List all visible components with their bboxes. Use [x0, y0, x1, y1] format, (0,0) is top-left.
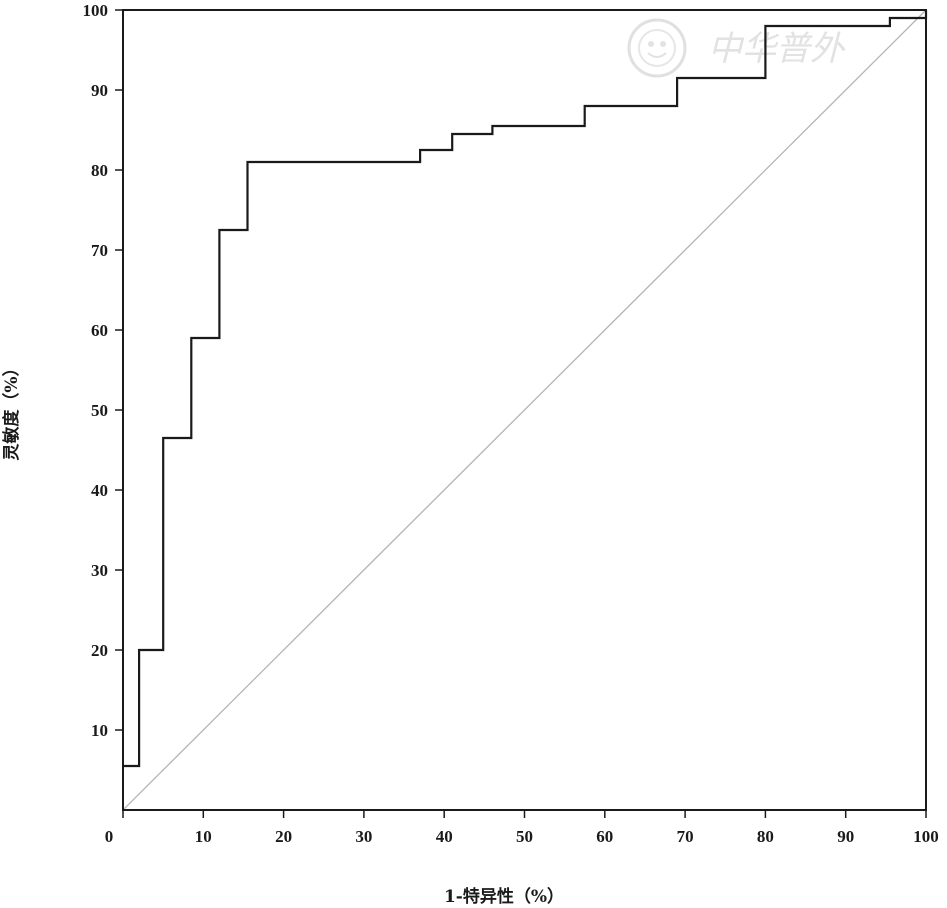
- y-tick-label: 60: [91, 321, 108, 340]
- x-tick-label: 40: [436, 827, 453, 846]
- y-tick-label: 70: [91, 241, 108, 260]
- series-layer: [123, 10, 928, 768]
- x-tick-label: 30: [355, 827, 372, 846]
- y-tick-label: 40: [91, 481, 108, 500]
- y-tick-label: 50: [91, 401, 108, 420]
- x-tick-label: 10: [195, 827, 212, 846]
- x-tick-label: 70: [677, 827, 694, 846]
- watermark: 中华普外: [627, 18, 846, 78]
- x-tick-label: 20: [275, 827, 292, 846]
- reference-line: [122, 9, 927, 811]
- x-tick-label: 80: [757, 827, 774, 846]
- y-tick-label: 90: [91, 81, 108, 100]
- watermark-text: 中华普外: [708, 29, 846, 69]
- y-axis-title: 灵敏度（%）: [1, 359, 22, 460]
- y-tick-label: 30: [91, 561, 108, 580]
- x-tick-label: 90: [837, 827, 854, 846]
- tick-layer: 0 10 20 30 40 50 60 70 80 90 100 10 20 30 40 50 60 70 80 90…: [83, 1, 939, 846]
- y-tick-label: 100: [83, 1, 109, 20]
- y-tick-label: 80: [91, 161, 108, 180]
- reference-layer: [122, 9, 927, 811]
- x-tick-label: 60: [596, 827, 613, 846]
- y-tick-label: 20: [91, 641, 108, 660]
- seal-logo-icon: [627, 18, 687, 78]
- x-tick-label: 0: [105, 827, 114, 846]
- x-axis-title: 1-特异性（%）: [444, 886, 564, 907]
- y-tick-label: 10: [91, 721, 108, 740]
- x-tick-label: 100: [913, 827, 939, 846]
- roc-curve: [123, 10, 928, 768]
- x-tick-label: 50: [516, 827, 533, 846]
